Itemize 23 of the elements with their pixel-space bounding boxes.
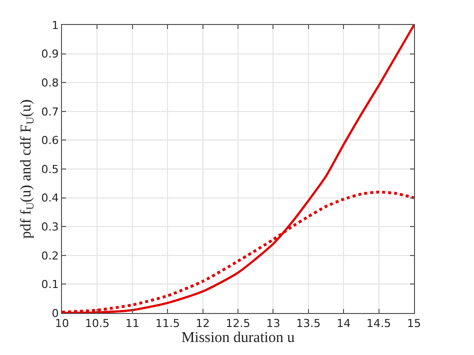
y-tick-label: 0.5	[41, 162, 59, 176]
x-tick-label: 15	[407, 317, 421, 330]
y-tick-label: 0.3	[41, 220, 59, 234]
x-tick-label: 14	[336, 317, 351, 330]
x-tick-label: 11.5	[155, 317, 180, 330]
x-tick-label: 12.5	[226, 317, 250, 330]
y-tick-label: 0.4	[41, 192, 59, 205]
x-tick-label: 11	[125, 317, 140, 330]
y-tick-label: 1	[52, 18, 59, 32]
y-tick-label: 0.2	[41, 249, 59, 262]
x-tick-label: 10.5	[84, 317, 110, 330]
y-tick-label: 0.8	[41, 76, 59, 90]
y-tick-label: 0.7	[41, 105, 59, 118]
x-axis-title: Mission duration u	[181, 330, 296, 346]
x-tick-label: 14.5	[366, 317, 392, 330]
y-tick-label: 0.9	[41, 48, 59, 61]
y-tick-label: 0.6	[41, 134, 59, 148]
x-tick-label: 12	[196, 317, 210, 330]
x-tick-label: 13	[266, 317, 280, 330]
y-tick-label: 0.1	[41, 278, 59, 292]
x-tick-label: 10	[55, 317, 69, 330]
x-tick-label: 13.5	[296, 317, 321, 330]
y-tick-label: 0	[52, 306, 59, 320]
